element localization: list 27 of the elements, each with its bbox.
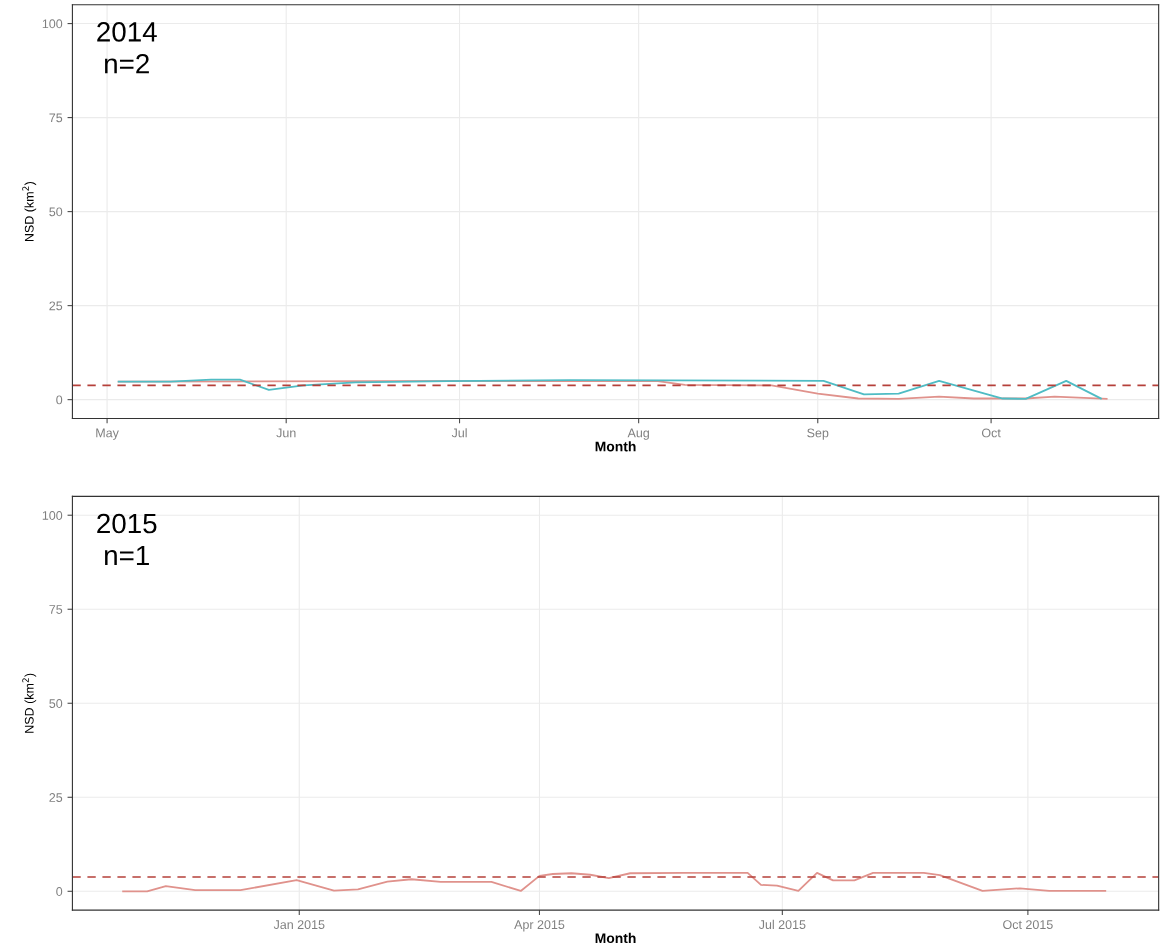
x-tick-label: Jul xyxy=(451,428,467,438)
annotation: 2015 n=1 xyxy=(97,513,157,566)
x-tick-label: Jan 2015 xyxy=(273,920,325,930)
y-tick-label: 25 xyxy=(49,301,63,311)
x-tick-label: Oct xyxy=(981,428,1001,438)
x-axis-title: Month xyxy=(595,441,636,452)
x-tick-label: Aug xyxy=(627,428,649,440)
x-tick-label: May xyxy=(96,428,119,440)
x-tick-label: Oct 2015 xyxy=(1003,920,1053,930)
y-tick-label: 75 xyxy=(49,113,63,123)
x-tick-label: Jul 2015 xyxy=(758,919,806,930)
y-tick-label: 0 xyxy=(56,887,63,896)
y-tick-label: 25 xyxy=(49,793,63,802)
x-tick-label: Jun xyxy=(276,428,296,438)
y-axis-title: NSD (km$^{2}$) xyxy=(22,181,37,242)
x-tick-label: Sep xyxy=(807,428,829,440)
y-tick-label: 75 xyxy=(49,605,63,614)
annotation: 2014 n=2 xyxy=(97,22,157,74)
y-tick-label: 50 xyxy=(49,699,63,708)
line-series xyxy=(122,871,1107,893)
y-axis-title: NSD (km$^{2}$) xyxy=(22,673,37,733)
y-tick-label: 100 xyxy=(42,19,63,29)
x-tick-label: Apr 2015 xyxy=(514,920,565,932)
y-tick-label: 50 xyxy=(49,207,63,217)
y-tick-label: 100 xyxy=(42,511,63,520)
x-axis-title: Month xyxy=(595,932,636,944)
y-tick-label: 0 xyxy=(56,395,63,405)
